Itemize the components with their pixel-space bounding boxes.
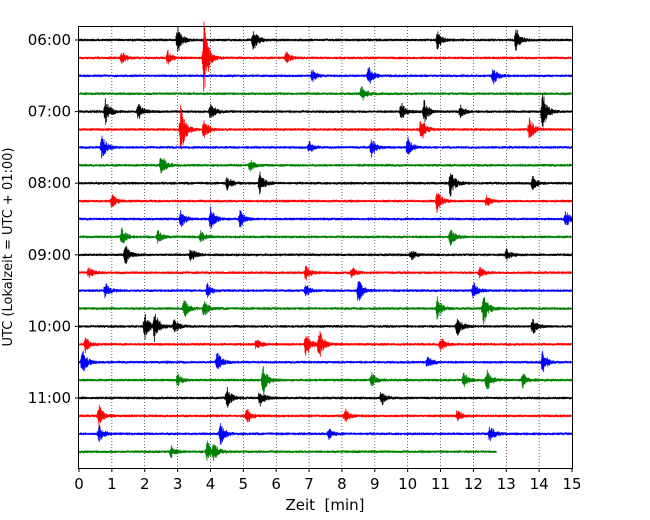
trace-0600	[78, 26, 573, 52]
x-tick-label: 9	[370, 475, 380, 493]
trace-0800	[78, 171, 573, 197]
trace-0630	[78, 66, 573, 85]
x-axis-label: Zeit [min]	[285, 496, 364, 514]
x-tick-label: 14	[530, 475, 549, 493]
trace-0945	[78, 296, 573, 325]
trace-0900	[78, 246, 573, 264]
y-tick-label: 09:00	[28, 246, 71, 264]
x-tick-label: 8	[337, 475, 347, 493]
trace-0730	[78, 135, 573, 159]
trace-1115	[78, 404, 573, 428]
y-axis-ticks: 06:00 07:00 08:00 09:00 10:00 11:00	[28, 31, 79, 407]
y-tick-label: 11:00	[28, 389, 71, 407]
trace-0645	[78, 86, 573, 101]
trace-0715	[78, 105, 573, 150]
x-tick-label: 0	[74, 475, 84, 493]
trace-1000	[78, 313, 573, 343]
x-tick-label: 10	[398, 475, 417, 493]
trace-1100	[78, 387, 573, 408]
plot-frame	[78, 26, 573, 469]
x-tick-label: 5	[239, 475, 249, 493]
y-tick-label: 10:00	[28, 317, 71, 335]
trace-1015	[78, 331, 573, 357]
trace-0700	[78, 93, 573, 128]
trace-0915	[78, 265, 573, 281]
trace-0615	[78, 21, 573, 92]
x-tick-label: 2	[140, 475, 150, 493]
x-tick-label: 6	[271, 475, 281, 493]
x-tick-label: 11	[431, 475, 450, 493]
trace-0930	[78, 280, 573, 301]
trace-0830	[78, 206, 573, 229]
trace-0745	[78, 157, 573, 174]
x-tick-label: 13	[497, 475, 516, 493]
trace-0815	[78, 193, 573, 214]
x-tick-label: 7	[304, 475, 314, 493]
seismic-traces	[78, 21, 573, 462]
x-tick-label: 15	[562, 475, 581, 493]
trace-1130	[78, 422, 573, 445]
x-tick-label: 3	[173, 475, 183, 493]
trace-1030	[78, 350, 573, 373]
trace-0845	[78, 227, 573, 246]
y-tick-label: 08:00	[28, 174, 71, 192]
x-tick-label: 1	[107, 475, 117, 493]
x-tick-label: 12	[464, 475, 483, 493]
y-axis-label: UTC (Lokalzeit = UTC + 01:00)	[1, 148, 16, 347]
x-axis-ticks: 0 1 2 3 4 5 6 7 8 9 10 11 12 13 14 15	[74, 468, 582, 493]
trace-1145	[78, 440, 497, 462]
x-tick-label: 4	[206, 475, 216, 493]
y-tick-label: 06:00	[28, 31, 71, 49]
trace-1045	[78, 365, 573, 394]
y-tick-label: 07:00	[28, 103, 71, 121]
